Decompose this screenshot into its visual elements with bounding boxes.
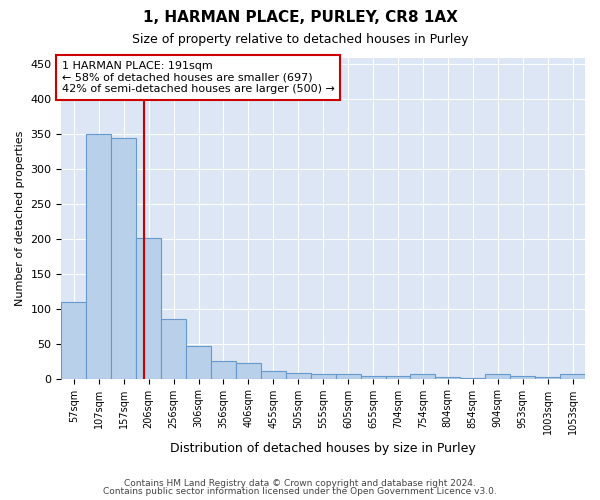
Bar <box>286 373 311 378</box>
Bar <box>261 371 286 378</box>
Bar <box>236 363 261 378</box>
Bar <box>186 346 211 378</box>
Bar <box>136 238 161 378</box>
Y-axis label: Number of detached properties: Number of detached properties <box>15 130 25 306</box>
Bar <box>335 374 361 378</box>
Text: Size of property relative to detached houses in Purley: Size of property relative to detached ho… <box>132 32 468 46</box>
Bar <box>485 374 510 378</box>
Bar <box>386 376 410 378</box>
Bar <box>161 319 186 378</box>
Bar <box>111 138 136 378</box>
Bar <box>311 374 335 378</box>
Text: Contains HM Land Registry data © Crown copyright and database right 2024.: Contains HM Land Registry data © Crown c… <box>124 478 476 488</box>
Bar <box>61 302 86 378</box>
Text: 1, HARMAN PLACE, PURLEY, CR8 1AX: 1, HARMAN PLACE, PURLEY, CR8 1AX <box>143 10 457 25</box>
Bar <box>211 361 236 378</box>
Text: Contains public sector information licensed under the Open Government Licence v3: Contains public sector information licen… <box>103 487 497 496</box>
Text: 1 HARMAN PLACE: 191sqm
← 58% of detached houses are smaller (697)
42% of semi-de: 1 HARMAN PLACE: 191sqm ← 58% of detached… <box>62 61 335 94</box>
Bar <box>535 377 560 378</box>
Bar <box>86 134 111 378</box>
Bar <box>410 374 436 378</box>
Bar <box>436 377 460 378</box>
Bar <box>361 376 386 378</box>
X-axis label: Distribution of detached houses by size in Purley: Distribution of detached houses by size … <box>170 442 476 455</box>
Bar <box>510 376 535 378</box>
Bar <box>560 374 585 378</box>
